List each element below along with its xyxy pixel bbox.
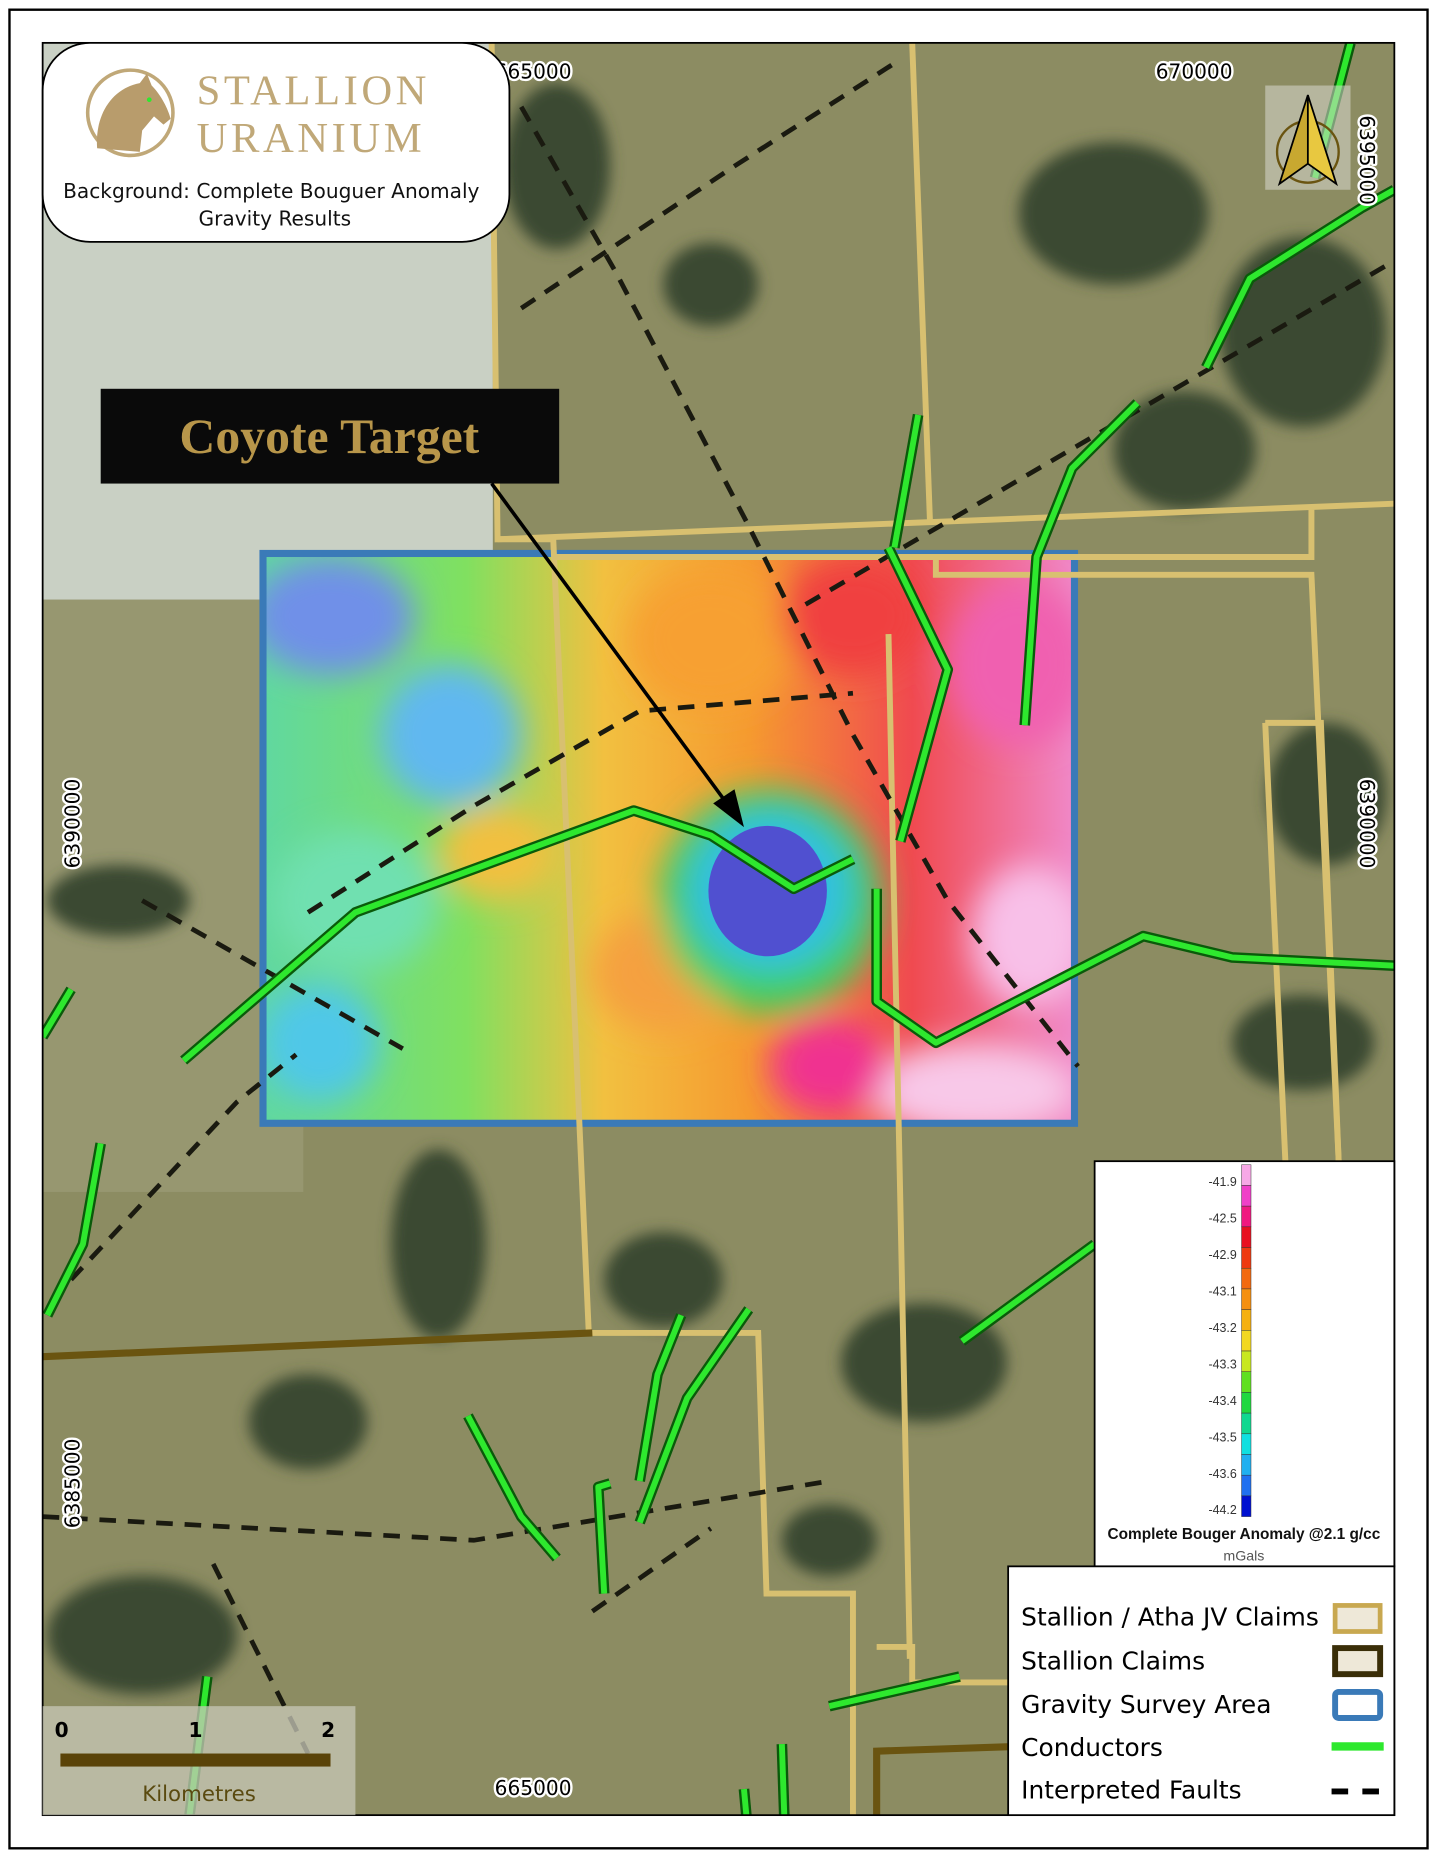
colorbar-swatch <box>1241 1226 1252 1248</box>
northing-label: 6395000 <box>1355 115 1379 205</box>
scale-tick: 1 <box>188 1718 202 1742</box>
colorbar-swatch <box>1241 1474 1252 1497</box>
north-arrow-icon <box>1265 85 1351 190</box>
colorbar-swatches <box>1241 1164 1252 1517</box>
legend-label: Gravity Survey Area <box>1021 1690 1271 1719</box>
colorbar-swatch <box>1241 1371 1252 1393</box>
colorbar-tick-label: -42.5 <box>1208 1212 1236 1226</box>
colorbar-unit: mGals <box>1223 1548 1264 1564</box>
northing-label: 6390000 <box>60 779 84 869</box>
colorbar-swatch <box>1241 1412 1252 1435</box>
survey-area-swatch <box>1332 1688 1384 1721</box>
legend-label: Conductors <box>1021 1733 1163 1762</box>
easting-label: 665000 <box>495 1776 572 1800</box>
satellite-background <box>42 42 1395 1816</box>
logo-text: STALLION <box>197 67 430 114</box>
scale-unit: Kilometres <box>142 1782 256 1807</box>
jv-claims-swatch <box>1332 1603 1383 1634</box>
callout-arrow <box>490 482 731 807</box>
northing-label: 6390000 <box>1355 779 1379 869</box>
colorbar-swatch <box>1241 1454 1252 1476</box>
northing-label: 6385000 <box>60 1439 84 1529</box>
colorbar-tick-label: -43.3 <box>1208 1357 1236 1371</box>
gravity-survey-area <box>259 549 1079 1127</box>
colorbar-tick-label: -43.4 <box>1208 1394 1236 1408</box>
stallion-claims-boundary <box>42 1329 1019 1816</box>
scale-tick: 2 <box>321 1718 335 1742</box>
coyote-target-callout: Coyote Target <box>100 388 744 828</box>
colorbar-tick-label: -43.1 <box>1208 1284 1236 1298</box>
colorbar-legend: -41.9 -42.5 -42.9 -43.1 -43.2 -43.3 -43.4 -43.5… <box>1093 1160 1396 1568</box>
colorbar-tick-label: -42.9 <box>1208 1248 1236 1262</box>
map-legend: Stallion / Atha JV Claims Stallion Claim… <box>1007 1565 1396 1817</box>
colorbar-swatch <box>1241 1350 1252 1372</box>
stallion-horse-logo-icon <box>85 68 175 158</box>
map-subtitle: Background: Complete Bouguer Anomaly <box>63 179 479 203</box>
colorbar-swatch <box>1241 1205 1252 1228</box>
colorbar-swatch <box>1241 1267 1252 1290</box>
colorbar-title: Complete Bouger Anomaly @2.1 g/cc <box>1108 1526 1381 1543</box>
claims-swatch <box>1332 1645 1384 1678</box>
gravity-grid <box>262 553 1075 1124</box>
logo-text: URANIUM <box>197 115 426 162</box>
claim-boundaries <box>488 42 1395 1816</box>
colorbar-tick-label: -43.6 <box>1208 1467 1236 1481</box>
legend-label: Stallion Claims <box>1021 1646 1205 1675</box>
scale-tick: 0 <box>55 1718 69 1742</box>
callout-label: Coyote Target <box>179 409 479 464</box>
map-subtitle: Gravity Results <box>199 206 352 230</box>
colorbar-swatch <box>1241 1330 1252 1352</box>
colorbar-swatch <box>1241 1288 1252 1310</box>
easting-label: 670000 <box>1156 59 1233 83</box>
colorbar-tick-label: -43.5 <box>1208 1430 1236 1444</box>
colorbar-swatch <box>1241 1247 1252 1269</box>
legend-label: Stallion / Atha JV Claims <box>1021 1603 1319 1632</box>
colorbar-swatch <box>1241 1495 1252 1517</box>
colorbar-swatch <box>1241 1309 1252 1331</box>
colorbar-swatch <box>1241 1185 1252 1207</box>
colorbar-tick-label: -43.2 <box>1208 1321 1236 1335</box>
colorbar-swatch <box>1241 1392 1252 1414</box>
title-box: STALLION URANIUM Background: Complete Bo… <box>41 41 511 243</box>
colorbar-tick-label: -44.2 <box>1208 1503 1236 1517</box>
scale-bar: 0 1 2 Kilometres <box>42 1706 356 1816</box>
legend-label: Interpreted Faults <box>1021 1776 1241 1805</box>
colorbar-swatch <box>1241 1433 1252 1455</box>
colorbar-swatch <box>1241 1164 1252 1186</box>
colorbar-tick-label: -41.9 <box>1208 1175 1236 1189</box>
